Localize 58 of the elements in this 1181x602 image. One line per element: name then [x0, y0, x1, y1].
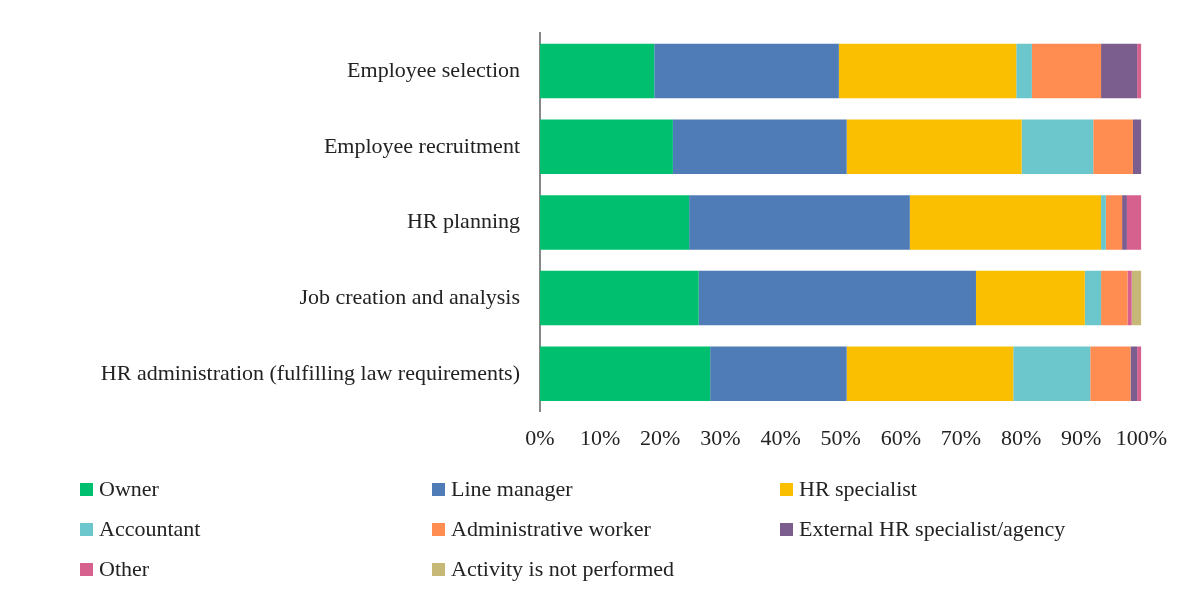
bar: [846, 119, 1022, 174]
x-tick-label: 70%: [940, 424, 982, 450]
bar: [1101, 195, 1106, 250]
bar: [1084, 270, 1102, 326]
bar: [1093, 119, 1133, 174]
legend-label: External HR specialist/agency: [799, 516, 1066, 542]
x-tick-label: 0%: [525, 424, 555, 450]
x-tick-label: 30%: [700, 424, 741, 450]
legend-label: Administrative worker: [451, 516, 651, 542]
bar: [654, 43, 839, 99]
bar: [710, 346, 847, 402]
bar: [1122, 195, 1127, 250]
bar: [1016, 43, 1032, 99]
bar: [846, 346, 1014, 402]
bar: [540, 195, 690, 250]
bar: [689, 195, 910, 250]
bar: [1132, 119, 1142, 174]
bar: [540, 119, 673, 174]
bar: [1127, 270, 1132, 326]
y-tick-label: Employee selection: [347, 56, 520, 82]
bar: [540, 346, 711, 402]
x-tick-label: 40%: [760, 424, 801, 450]
bar: [1130, 346, 1138, 402]
bar: [1105, 195, 1123, 250]
x-tick-label: 90%: [1061, 424, 1102, 450]
bar: [672, 119, 847, 174]
bar: [838, 43, 1017, 99]
legend-label: Accountant: [99, 516, 201, 542]
bar: [1101, 270, 1128, 326]
x-tick-label: 100%: [1115, 424, 1167, 450]
y-tick-label: Employee recruitment: [323, 132, 520, 158]
bar: [1131, 270, 1142, 326]
bar: [540, 43, 655, 99]
x-tick-label: 20%: [640, 424, 681, 450]
legend-label: Other: [99, 556, 150, 582]
bar: [698, 270, 976, 326]
bar: [1137, 346, 1142, 402]
bar: [975, 270, 1085, 326]
bar: [540, 270, 699, 326]
bar: [1090, 346, 1131, 402]
y-tick-label: HR administration (fulfilling law requirements): [100, 359, 520, 385]
x-tick-label: 60%: [880, 424, 921, 450]
bar: [1021, 119, 1094, 174]
bar: [1137, 43, 1142, 99]
bar: [909, 195, 1102, 250]
bar: [1031, 43, 1102, 99]
legend-label: Owner: [99, 476, 159, 502]
legend-label: Activity is not performed: [451, 556, 675, 582]
x-tick-label: 10%: [579, 424, 621, 450]
y-tick-label: Job creation and analysis: [299, 283, 520, 309]
legend-label: Line manager: [451, 476, 573, 502]
bar: [1101, 43, 1138, 99]
y-tick-label: HR planning: [406, 208, 520, 234]
bar: [1126, 195, 1142, 250]
x-tick-label: 50%: [820, 424, 861, 450]
legend-label: HR specialist: [799, 476, 917, 502]
x-tick-label: 80%: [1000, 424, 1042, 450]
bar: [1013, 346, 1091, 402]
